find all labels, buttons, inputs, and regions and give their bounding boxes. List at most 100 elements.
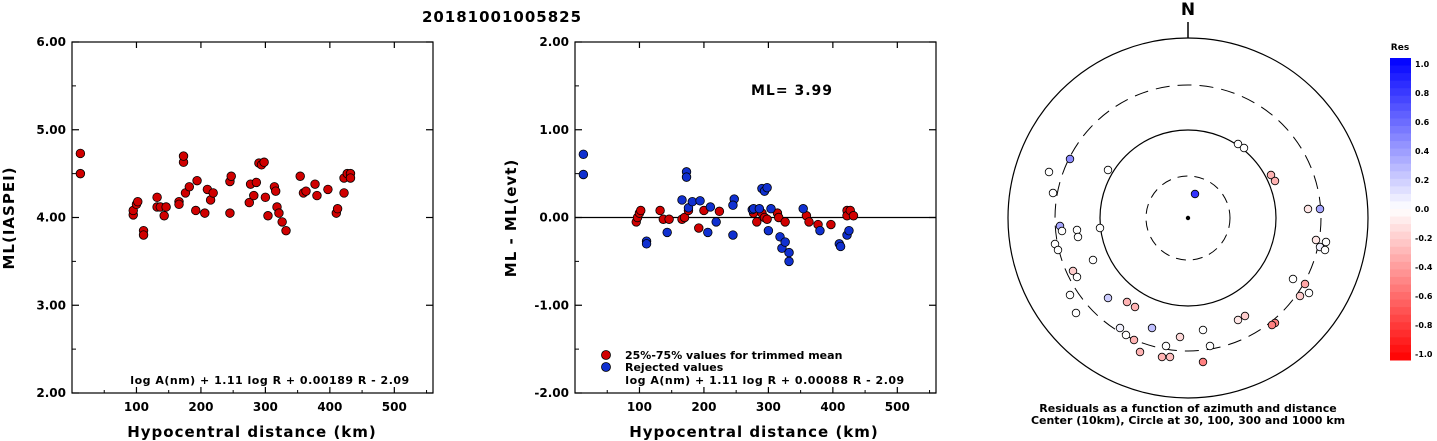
epicenter-dot	[1185, 215, 1191, 221]
colorbar-segment	[1390, 118, 1411, 127]
colorbar-segment	[1390, 322, 1411, 331]
polar-point	[1270, 176, 1280, 186]
polar-point	[1205, 341, 1215, 351]
panel1-point-series-0	[208, 188, 218, 198]
colorbar-segment	[1390, 276, 1411, 285]
panel1-point-series-0	[312, 190, 322, 201]
panel3-points	[1044, 139, 1331, 367]
panel2-ytick-label: 1.00	[539, 123, 569, 137]
panel2-point-series-1	[728, 230, 738, 240]
panel2-point-series-0	[679, 212, 690, 223]
colorbar-segment	[1390, 80, 1411, 89]
panel2-point-series-0	[762, 214, 772, 224]
polar-point	[1288, 274, 1298, 284]
figure-title: 20181001005825	[422, 8, 582, 26]
polar-point	[1190, 189, 1200, 199]
polar-point	[1044, 167, 1054, 177]
panel2-point-series-1	[762, 182, 772, 193]
panel1-point-series-0	[200, 208, 210, 218]
panel1-point-series-0	[184, 182, 195, 192]
panel2-point-series-0	[664, 214, 674, 224]
polar-point	[1057, 226, 1067, 236]
polar-point	[1147, 323, 1157, 333]
panel2-point-series-1	[695, 196, 705, 206]
panel1-xtick-label: 500	[382, 400, 407, 414]
polar-point	[1165, 352, 1175, 362]
colorbar-segment	[1390, 337, 1411, 346]
panel1-point-series-0	[75, 168, 86, 179]
colorbar-tick-label: 0.4	[1415, 147, 1430, 156]
colorbar-segment	[1390, 224, 1411, 233]
panel2-ytick-label: 0.00	[539, 211, 569, 225]
colorbar-segment	[1390, 254, 1411, 263]
polar-point	[1135, 347, 1145, 357]
panel1-point-series-0	[332, 204, 343, 214]
circle-1000km	[1007, 37, 1369, 399]
colorbar-segment	[1390, 125, 1411, 134]
polar-point	[1198, 357, 1208, 367]
panel1-point-series-0	[192, 175, 202, 186]
colorbar-segment	[1390, 103, 1411, 112]
polar-point	[1295, 291, 1305, 301]
panel1-point-series-0	[345, 173, 356, 183]
panel2-point-series-1	[662, 227, 672, 238]
panel2-point-series-1	[780, 237, 790, 247]
panel2-point-series-1	[677, 195, 687, 205]
panel2-point-series-1	[844, 225, 854, 236]
polar-caption-2: Center (10km), Circle at 30, 100, 300 an…	[1031, 414, 1345, 427]
panel1-point-series-0	[133, 197, 143, 207]
polar-point	[1175, 332, 1185, 342]
polar-point	[1088, 255, 1098, 265]
colorbar-segment	[1390, 193, 1411, 202]
panel1-point-series-0	[277, 217, 287, 227]
colorbar-tick-label: 0.2	[1415, 176, 1429, 185]
colorbar-segment	[1390, 186, 1411, 195]
colorbar-segment	[1390, 231, 1411, 240]
polar-point	[1157, 352, 1167, 362]
panel1-point-series-0	[226, 171, 236, 181]
colorbar-segment	[1390, 65, 1411, 74]
panel1-point-series-0	[263, 211, 273, 221]
panel1-point-series-0	[225, 208, 235, 218]
colorbar-segment	[1390, 292, 1411, 301]
polar-point	[1121, 330, 1131, 340]
north-label: N	[1181, 0, 1195, 20]
colorbar-segment	[1390, 95, 1411, 104]
colorbar-segment	[1390, 269, 1411, 278]
polar-point	[1198, 325, 1208, 335]
panel1-ytick-label: 6.00	[36, 35, 66, 49]
circle-30km	[1145, 175, 1231, 261]
panel-ml-residual: 100 200 300 400 500 -2.00 -1.00 0.00 1.00 2.00 Hy…	[502, 35, 937, 441]
colorbar-tick-label: 0.8	[1415, 89, 1430, 98]
legend-trimmed-marker	[601, 350, 611, 360]
panel1-point-series-0	[295, 171, 305, 181]
polar-point	[1095, 223, 1105, 233]
colorbar-segment	[1390, 246, 1411, 255]
panel2-point-series-0	[636, 205, 646, 216]
panel2-point-series-1	[798, 204, 808, 214]
polar-point	[1048, 188, 1058, 198]
panel1-ytick-label: 5.00	[36, 123, 66, 137]
panel1-formula: log A(nm) + 1.11 log R + 0.00189 R - 2.0…	[130, 374, 409, 387]
panel2-xtick-label: 400	[820, 400, 845, 414]
polar-point	[1053, 245, 1063, 255]
panel2-formula: log A(nm) + 1.11 log R + 0.00088 R - 2.0…	[625, 374, 904, 387]
colorbar-segment	[1390, 58, 1411, 67]
panel1-point-series-0	[271, 186, 281, 196]
polar-point	[1068, 266, 1078, 276]
panel1-xtick-label: 100	[124, 400, 149, 414]
colorbar-segment	[1390, 141, 1411, 150]
ml-annotation: ML= 3.99	[751, 83, 833, 99]
panel2-point-series-0	[694, 223, 704, 233]
panel1-point-series-0	[260, 192, 271, 203]
panel1-point-series-0	[174, 199, 184, 210]
colorbar-segment	[1390, 110, 1411, 119]
polar-point	[1266, 170, 1276, 180]
panel2-point-series-0	[752, 217, 762, 227]
panel2-ytick-label: -1.00	[534, 298, 569, 312]
panel1-ytick-label: 3.00	[36, 298, 66, 312]
colorbar-segment	[1390, 171, 1411, 180]
colorbar-tick-label: 0.0	[1415, 205, 1430, 214]
panel1-point-series-0	[191, 205, 201, 216]
panel2-point-series-1	[766, 204, 776, 214]
